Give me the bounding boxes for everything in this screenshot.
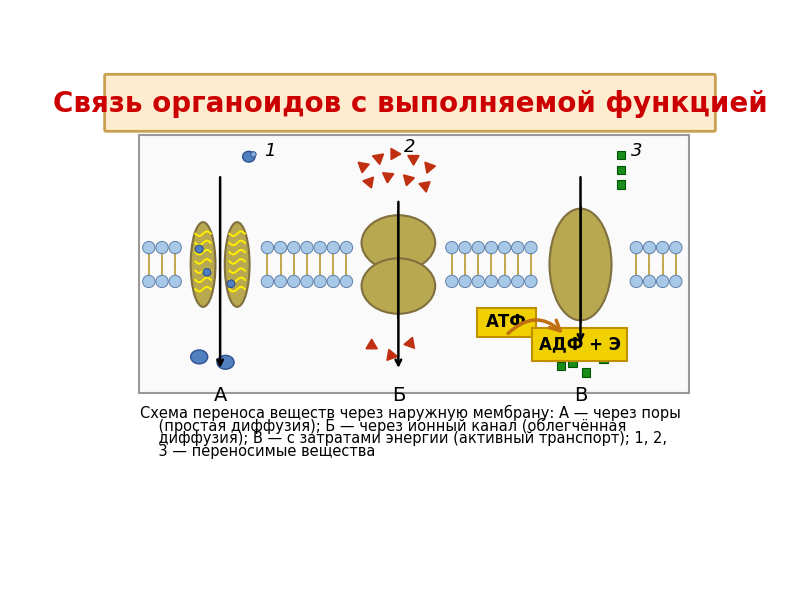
Polygon shape [363,177,374,188]
Polygon shape [419,182,430,192]
Ellipse shape [511,241,524,254]
Ellipse shape [362,215,435,271]
Ellipse shape [485,241,498,254]
Bar [569,358,577,367]
Ellipse shape [242,151,255,162]
Text: 3: 3 [631,142,642,160]
Text: АТФ: АТФ [486,313,526,331]
Text: (простая диффузия); Б — через ионный канал (облегчённая: (простая диффузия); Б — через ионный кан… [140,418,626,434]
Ellipse shape [203,268,211,276]
Text: В: В [574,386,587,405]
Ellipse shape [327,275,339,287]
Ellipse shape [217,355,234,369]
Ellipse shape [630,275,642,287]
Ellipse shape [525,275,537,287]
Ellipse shape [225,222,250,307]
Ellipse shape [287,241,300,254]
Ellipse shape [287,275,300,287]
Ellipse shape [511,275,524,287]
Bar [617,166,625,174]
Text: диффузия); В — с затратами энергии (активный транспорт); 1, 2,: диффузия); В — с затратами энергии (акти… [140,431,667,446]
Ellipse shape [643,241,656,254]
Polygon shape [387,349,398,361]
Polygon shape [373,154,383,164]
Ellipse shape [498,241,510,254]
Bar [617,151,625,160]
Ellipse shape [274,275,286,287]
Ellipse shape [142,241,155,254]
Text: А: А [214,386,227,405]
Ellipse shape [156,241,168,254]
Ellipse shape [274,241,286,254]
Ellipse shape [657,241,669,254]
Ellipse shape [169,275,182,287]
Bar [570,335,578,343]
Ellipse shape [485,275,498,287]
Ellipse shape [459,241,471,254]
Bar [580,347,589,356]
Ellipse shape [314,275,326,287]
Polygon shape [425,162,435,173]
Polygon shape [408,155,419,165]
Ellipse shape [362,259,435,314]
Ellipse shape [670,275,682,287]
Ellipse shape [250,152,256,157]
Ellipse shape [301,275,313,287]
Text: Связь органоидов с выполняемой функцией: Связь органоидов с выполняемой функцией [53,91,767,118]
Ellipse shape [195,245,203,253]
Bar [617,180,625,188]
Ellipse shape [142,275,155,287]
Ellipse shape [630,241,642,254]
Text: 2: 2 [404,139,416,157]
Bar [542,331,550,340]
Text: Схема переноса веществ через наружную мембрану: А — через поры: Схема переноса веществ через наружную ме… [140,404,681,421]
FancyBboxPatch shape [105,74,715,131]
Bar [582,368,590,377]
Text: 1: 1 [264,142,276,160]
Ellipse shape [340,275,353,287]
Ellipse shape [169,241,182,254]
Polygon shape [382,173,394,183]
Ellipse shape [261,275,274,287]
Ellipse shape [340,241,353,254]
Ellipse shape [446,241,458,254]
Ellipse shape [261,241,274,254]
Bar [544,353,552,361]
Ellipse shape [472,275,485,287]
Bar [599,355,608,364]
FancyArrowPatch shape [508,320,560,334]
Ellipse shape [190,222,215,307]
Polygon shape [404,337,414,349]
Text: АДФ + Э: АДФ + Э [538,335,621,353]
Ellipse shape [472,241,485,254]
Ellipse shape [314,241,326,254]
Text: 3 — переносимые вещества: 3 — переносимые вещества [140,444,376,459]
Polygon shape [391,148,401,160]
Ellipse shape [327,241,339,254]
Ellipse shape [446,275,458,287]
Ellipse shape [190,350,208,364]
Ellipse shape [459,275,471,287]
Bar [594,341,602,350]
Polygon shape [358,162,370,173]
Ellipse shape [525,241,537,254]
FancyBboxPatch shape [533,328,627,361]
Ellipse shape [301,241,313,254]
Polygon shape [366,339,378,349]
Ellipse shape [498,275,510,287]
Ellipse shape [670,241,682,254]
FancyBboxPatch shape [477,308,535,337]
Bar [557,362,566,370]
Bar [554,342,563,350]
Polygon shape [403,175,414,185]
Text: Б: Б [392,386,405,405]
Ellipse shape [657,275,669,287]
Bar [138,135,689,393]
Ellipse shape [643,275,656,287]
Ellipse shape [156,275,168,287]
Ellipse shape [550,209,611,320]
Ellipse shape [227,280,235,287]
